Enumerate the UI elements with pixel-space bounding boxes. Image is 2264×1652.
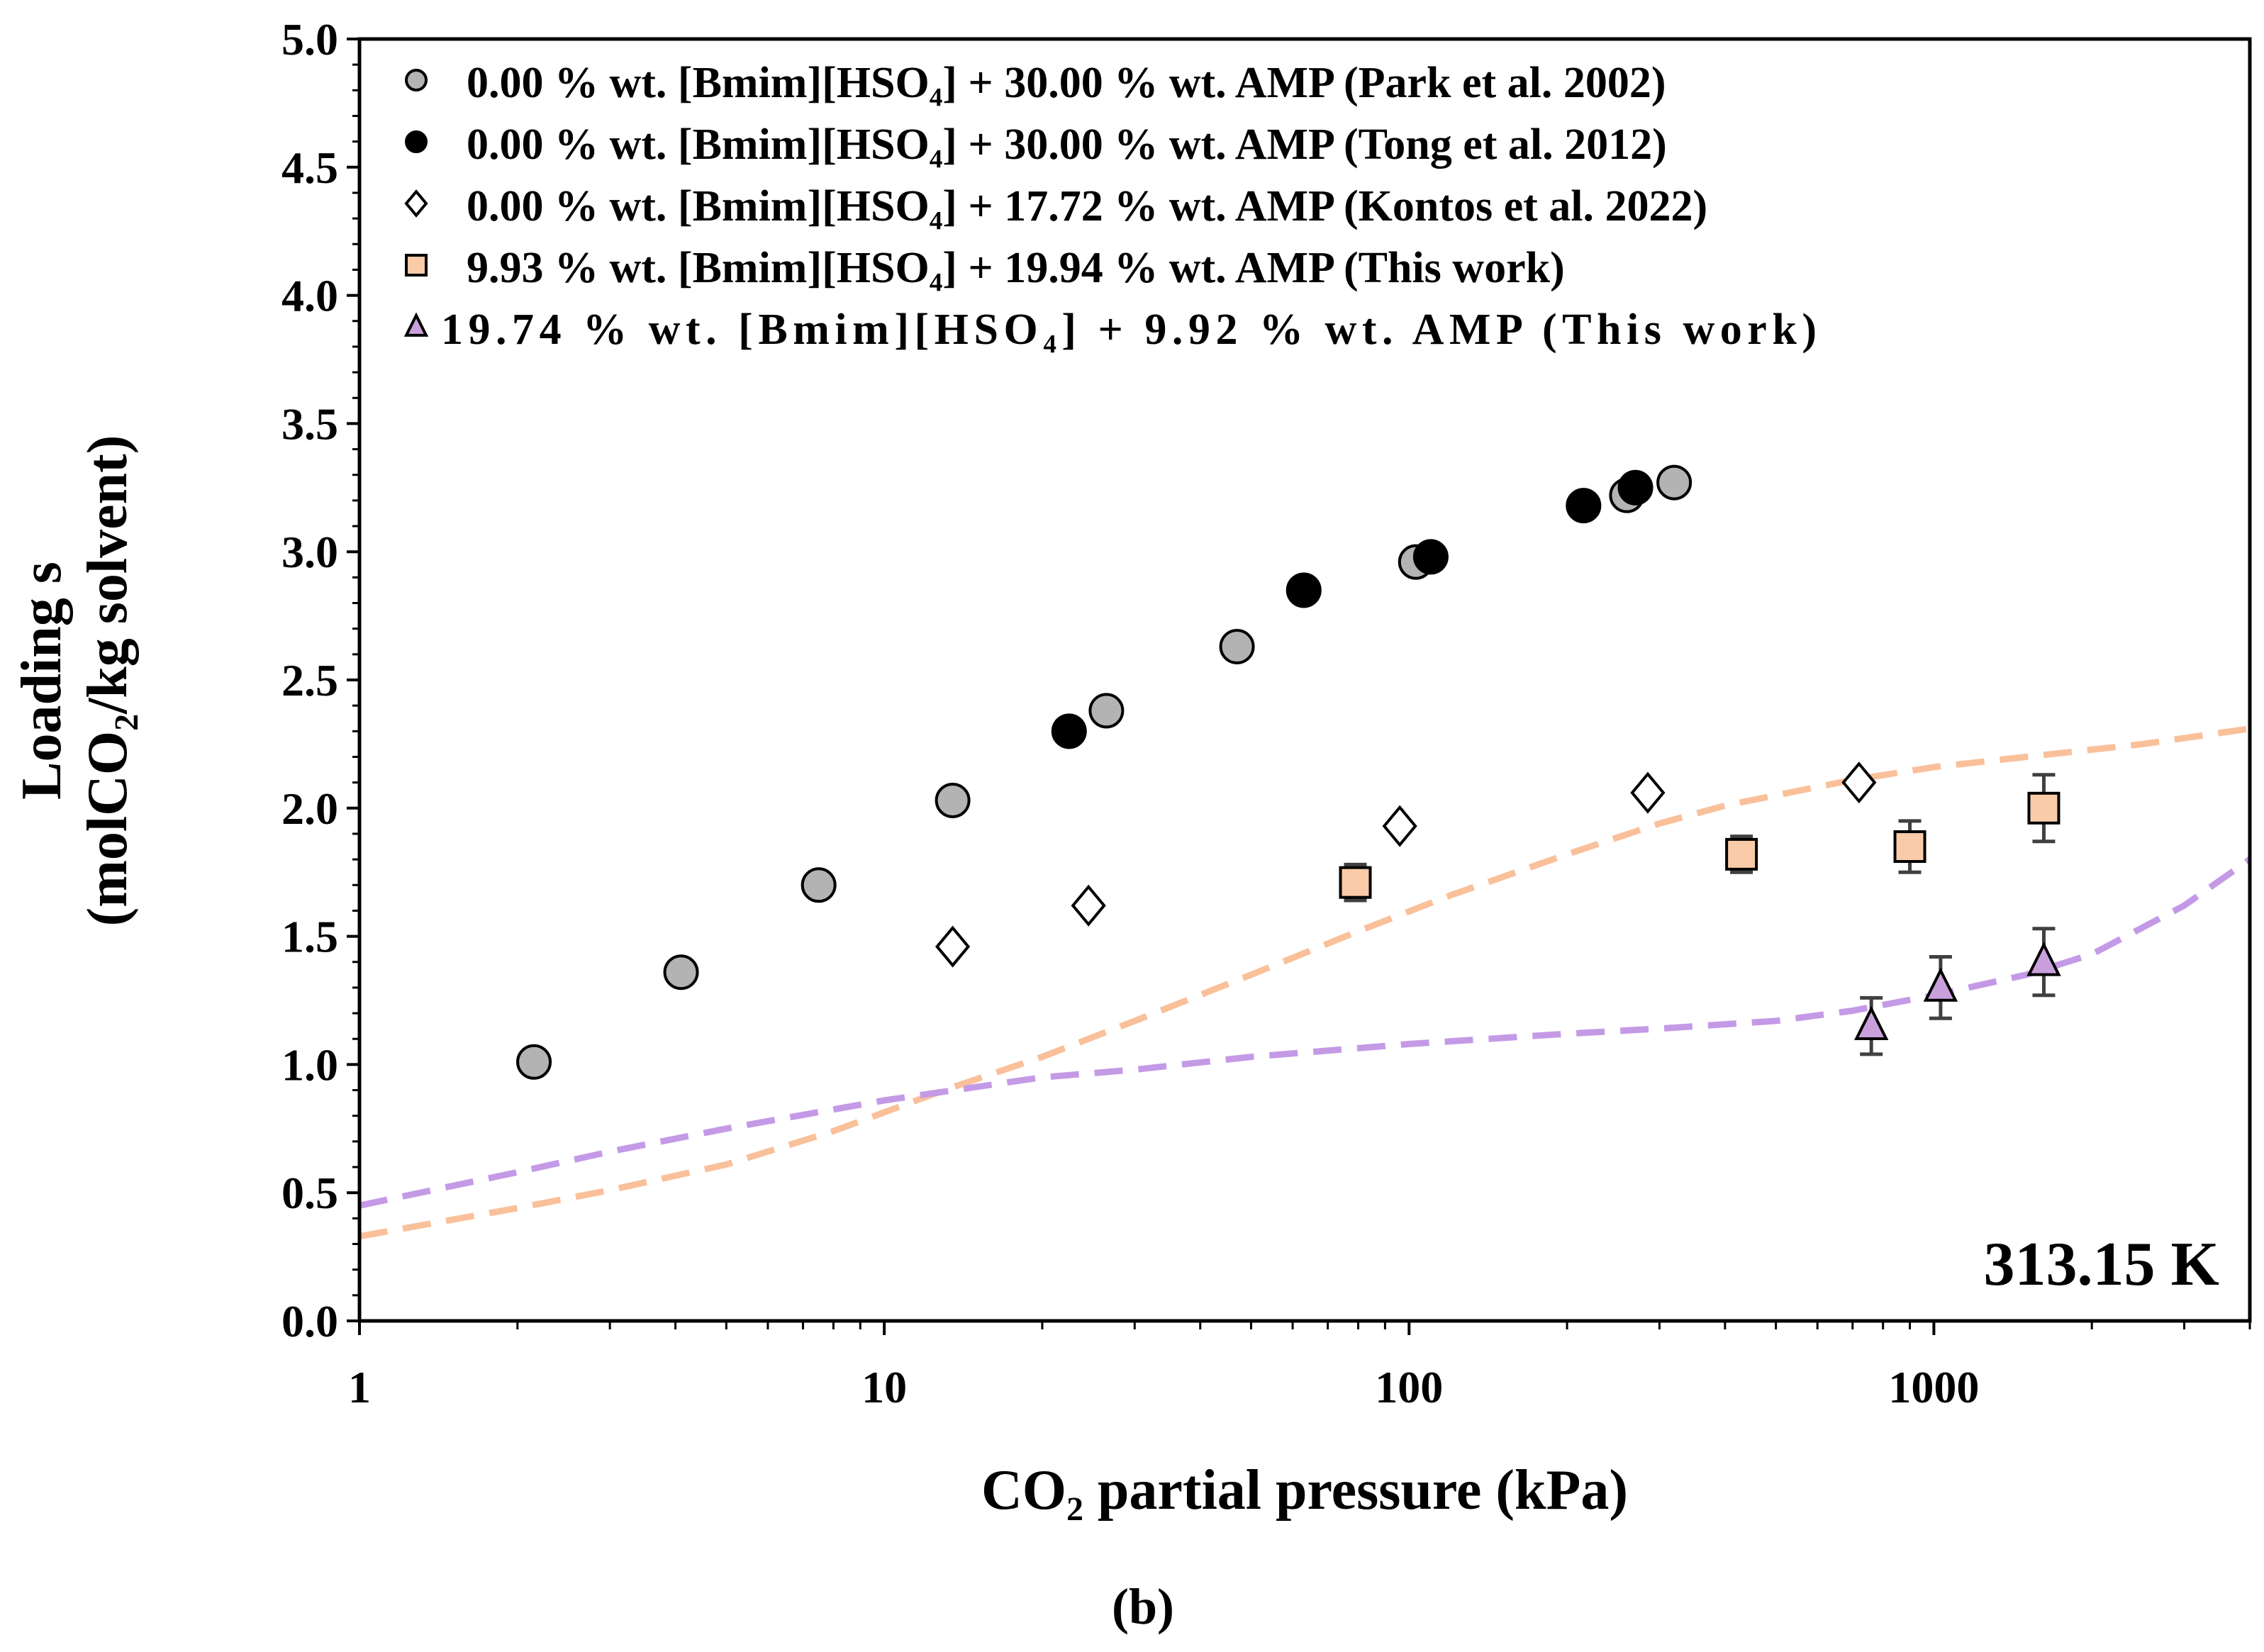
plot-frame <box>357 37 2252 1323</box>
legend-label-0: 0.00 % wt. [Bmim][HSO₄] + 30.00 % wt. AM… <box>467 59 1666 107</box>
data-point-series-0 <box>663 954 699 990</box>
legend-marker-2 <box>404 189 428 218</box>
y-tick-label: 2.5 <box>281 655 338 705</box>
x-tick-label: 10 <box>861 1362 907 1412</box>
data-point-series-0 <box>1656 464 1693 501</box>
legend-marker-3 <box>405 254 428 277</box>
y-tick-label: 3.5 <box>281 398 338 449</box>
data-point-series-0 <box>1219 628 1255 664</box>
data-point-series-0 <box>801 867 837 903</box>
data-point-series-2 <box>1841 761 1877 804</box>
data-point-series-1 <box>1617 469 1654 506</box>
data-point-series-2 <box>1071 884 1106 927</box>
data-point-series-1 <box>1286 572 1322 608</box>
data-point-series-2 <box>1630 771 1666 814</box>
data-point-series-0 <box>1088 693 1125 729</box>
data-point-series-4 <box>1853 1005 1889 1041</box>
data-point-series-2 <box>1382 805 1417 847</box>
data-point-series-3 <box>1893 830 1926 864</box>
data-points <box>516 464 2061 1080</box>
model-line-model-9.93 <box>359 725 2251 1240</box>
data-point-series-2 <box>935 925 971 968</box>
legend-label-1: 0.00 % wt. [Bmim][HSO₄] + 30.00 % wt. AM… <box>467 121 1667 169</box>
legend-label-3: 9.93 % wt. [Bmim][HSO₄] + 19.94 % wt. AM… <box>467 244 1565 292</box>
data-point-series-3 <box>1339 866 1372 899</box>
y-tick-label: 1.0 <box>281 1039 338 1090</box>
y-tick-label: 0.0 <box>281 1296 338 1346</box>
legend: 0.00 % wt. [Bmim][HSO₄] + 30.00 % wt. AM… <box>403 59 1817 354</box>
temperature-annotation: 313.15 K <box>1984 1230 2219 1299</box>
x-axis-label: CO₂ partial pressure (kPa) <box>981 1459 1628 1522</box>
legend-label-2: 0.00 % wt. [Bmim][HSO₄] + 17.72 % wt. AM… <box>467 182 1707 230</box>
x-tick-label: 1000 <box>1888 1362 1979 1412</box>
y-tick-label: 3.0 <box>281 527 338 577</box>
model-lines <box>359 725 2252 1240</box>
figure-caption: (b) <box>1112 1578 1174 1635</box>
legend-marker-1 <box>405 130 428 153</box>
model-line-model-19.74 <box>359 856 2252 1209</box>
legend-marker-0 <box>405 69 428 91</box>
legend-label-4: 19.74 % wt. [Bmim][HSO₄] + 9.92 % wt. AM… <box>441 306 1817 354</box>
axes: 0.0 0.5 1.0 1.5 2.0 2.5 3.0 3.5 4.0 4.5 5.0 1 10 100 1… <box>281 14 2252 1412</box>
data-point-series-0 <box>516 1044 552 1080</box>
legend-marker-4 <box>403 312 429 337</box>
y-tick-label: 4.0 <box>281 271 338 321</box>
y-tick-label: 2.0 <box>281 783 338 834</box>
data-point-series-3 <box>1725 837 1758 871</box>
data-point-series-3 <box>2027 791 2061 825</box>
data-point-series-1 <box>1566 488 1602 524</box>
data-point-series-4 <box>1923 967 1958 1002</box>
y-tick-label: 1.5 <box>281 912 338 962</box>
x-tick-label: 100 <box>1375 1362 1443 1412</box>
y-tick-label: 0.5 <box>281 1168 338 1218</box>
x-tick-label: 1 <box>348 1362 371 1412</box>
y-tick-label: 4.5 <box>281 143 338 193</box>
data-point-series-0 <box>935 782 971 818</box>
y-tick-label: 5.0 <box>281 14 338 65</box>
data-point-series-1 <box>1412 539 1449 575</box>
data-point-series-1 <box>1051 713 1087 749</box>
y-axis-label-line2: (molCO₂/kg solvent) <box>77 435 139 927</box>
y-axis-label-line1: Loading s <box>11 562 73 800</box>
data-point-series-4 <box>2026 942 2061 976</box>
